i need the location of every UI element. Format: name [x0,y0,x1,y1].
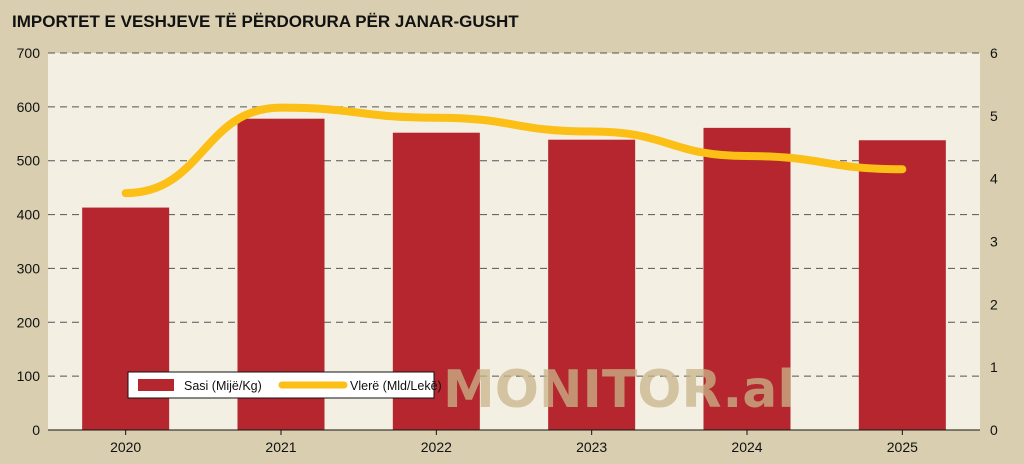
line-point [280,107,282,109]
y-left-tick-label: 600 [17,99,41,115]
y-right-tick-label: 4 [990,171,998,187]
y-left-tick-label: 200 [17,314,41,330]
bar-series [82,118,946,431]
y-right-tick-label: 6 [990,45,998,61]
watermark: MONITOR.al [443,360,795,420]
chart-title: IMPORTET E VESHJEVE TË PËRDORURA PËR JAN… [12,12,519,31]
line-point [435,117,437,119]
x-tick-label: 2025 [887,439,918,455]
legend: Sasi (Mijë/Kg) Vlerë (Mld/Lekë) [127,371,442,399]
y-left-tick-label: 500 [17,153,41,169]
y-left-tick-label: 300 [17,260,41,276]
bar [858,140,946,430]
bar [703,127,791,431]
legend-line-label: Vlerë (Mld/Lekë) [350,379,442,393]
line-point [125,192,127,194]
y-right-tick-label: 0 [990,422,998,438]
legend-bar-label: Sasi (Mijë/Kg) [184,379,262,393]
axes: 0 100 200 300 400 500 600 700 0 1 2 3 4 5 6 2020 2021 202… [17,45,998,455]
bar [548,139,636,430]
line-point [746,155,748,157]
y-right-tick-label: 5 [990,108,998,124]
y-left-tick-label: 400 [17,207,41,223]
y-left-tick-label: 700 [17,45,41,61]
x-tick-label: 2024 [731,439,762,455]
x-tick-label: 2021 [265,439,296,455]
line-series [121,103,907,198]
y-right-tick-label: 3 [990,234,998,250]
x-tick-label: 2020 [110,439,141,455]
line-point [591,131,593,133]
x-tick-label: 2023 [576,439,607,455]
legend-bar-swatch [138,379,174,391]
y-right-tick-label: 1 [990,359,998,375]
y-left-tick-label: 100 [17,368,41,384]
x-tick-label: 2022 [421,439,452,455]
y-right-tick-label: 2 [990,296,998,312]
y-left-tick-label: 0 [32,422,40,438]
plot-area [48,53,980,430]
line-point [901,168,903,170]
value-line [121,103,907,198]
